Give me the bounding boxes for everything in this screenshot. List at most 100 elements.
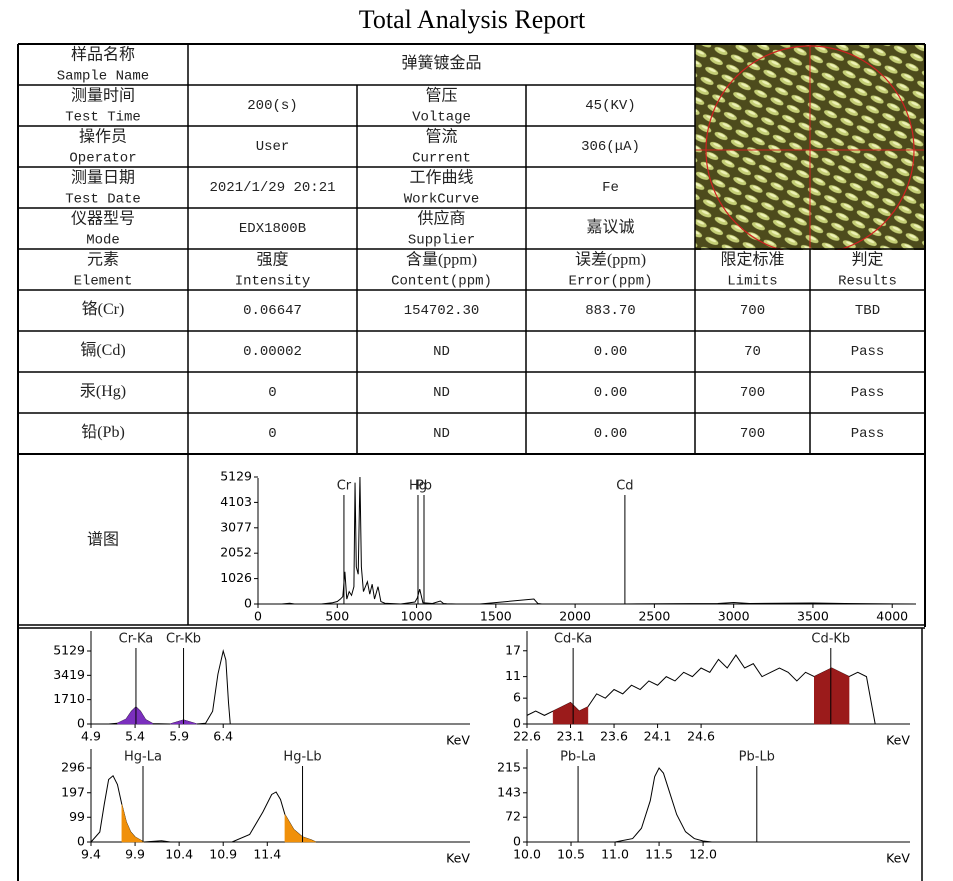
x-tick-label: 9.4 bbox=[81, 847, 101, 862]
x-tick-label: 12.0 bbox=[689, 847, 717, 862]
y-tick-label: 215 bbox=[497, 760, 521, 775]
peak-area bbox=[814, 667, 850, 725]
y-tick-label: 17 bbox=[505, 642, 521, 657]
spectrum-label: 谱图 bbox=[87, 531, 119, 549]
info-label-zh: 管流 bbox=[425, 128, 457, 146]
x-tick-label: 24.1 bbox=[644, 729, 672, 744]
results-header-en: Intensity bbox=[235, 274, 311, 290]
peak-label: Hg-La bbox=[124, 750, 162, 765]
info-label-en: WorkCurve bbox=[404, 192, 480, 208]
y-tick-label: 5129 bbox=[53, 643, 85, 658]
info-value: 200(s) bbox=[247, 98, 297, 114]
info-value: User bbox=[256, 139, 290, 155]
x-tick-label: 11.5 bbox=[645, 847, 673, 862]
x-tick-label: 5.4 bbox=[125, 729, 145, 744]
results-cell: 154702.30 bbox=[404, 303, 480, 319]
peak-label: Cr-Ka bbox=[119, 632, 154, 647]
results-cell: TBD bbox=[855, 303, 880, 319]
peak-label: Cd-Kb bbox=[811, 632, 850, 647]
info-value: 弹簧镀金品 bbox=[401, 53, 481, 72]
x-tick-label: 23.6 bbox=[600, 729, 628, 744]
results-header-en: Results bbox=[838, 274, 897, 290]
x-tick-label: 10.0 bbox=[513, 847, 541, 862]
y-tick-label: 11 bbox=[505, 668, 521, 683]
info-label-zh: 工作曲线 bbox=[409, 169, 473, 187]
x-axis-label: KeV bbox=[886, 851, 910, 866]
y-tick-label: 5129 bbox=[220, 469, 252, 484]
y-tick-label: 3419 bbox=[53, 667, 85, 682]
results-header-en: Element bbox=[74, 274, 133, 290]
info-label-en: Voltage bbox=[412, 110, 471, 126]
x-tick-label: 10.5 bbox=[557, 847, 585, 862]
y-tick-label: 4103 bbox=[220, 494, 252, 509]
peak-label: Pb-Lb bbox=[739, 750, 775, 765]
results-header-zh: 含量(ppm) bbox=[406, 251, 477, 269]
x-tick-label: 6.4 bbox=[213, 729, 233, 744]
y-tick-label: 1026 bbox=[220, 570, 252, 585]
y-tick-label: 143 bbox=[497, 784, 521, 799]
info-label-en: Mode bbox=[86, 233, 120, 249]
x-tick-label: 23.1 bbox=[557, 729, 585, 744]
results-header-en: Error(ppm) bbox=[568, 274, 652, 290]
info-value: Fe bbox=[602, 180, 619, 196]
peak-label: Cd bbox=[616, 479, 633, 494]
results-cell: Pass bbox=[851, 344, 885, 360]
x-tick-label: 4000 bbox=[876, 609, 908, 624]
info-value: 2021/1/29 20:21 bbox=[209, 180, 335, 196]
x-tick-label: 1500 bbox=[480, 609, 512, 624]
info-label-en: Test Date bbox=[65, 192, 141, 208]
results-cell: 883.70 bbox=[585, 303, 635, 319]
x-tick-label: 5.9 bbox=[169, 729, 189, 744]
y-tick-label: 3077 bbox=[220, 519, 252, 534]
results-cell: 铅(Pb) bbox=[81, 423, 125, 441]
info-value: 306(μA) bbox=[581, 139, 640, 155]
x-tick-label: 0 bbox=[254, 609, 262, 624]
peak-label: Cr-Kb bbox=[166, 632, 201, 647]
results-cell: 700 bbox=[740, 385, 765, 401]
info-label-en: Operator bbox=[69, 151, 136, 167]
y-tick-label: 0 bbox=[244, 596, 252, 611]
results-cell: 汞(Hg) bbox=[80, 383, 126, 400]
spectrum-line bbox=[527, 767, 792, 843]
results-cell: Pass bbox=[851, 426, 885, 442]
results-cell: Pass bbox=[851, 385, 885, 401]
results-cell: 0.00002 bbox=[243, 344, 302, 360]
info-label-en: Test Time bbox=[65, 110, 141, 126]
x-tick-label: 22.6 bbox=[513, 729, 541, 744]
peak-label: Pb-La bbox=[560, 750, 596, 765]
info-label-zh: 供应商 bbox=[417, 209, 465, 228]
results-cell: 0.00 bbox=[594, 426, 628, 442]
results-cell: ND bbox=[433, 426, 450, 442]
y-tick-label: 0 bbox=[77, 716, 85, 731]
results-cell: 0.00 bbox=[594, 344, 628, 360]
x-axis-label: KeV bbox=[446, 851, 470, 866]
results-cell: 0.06647 bbox=[243, 303, 302, 319]
y-tick-label: 296 bbox=[61, 760, 85, 775]
peak-label: Hg-Lb bbox=[283, 750, 321, 765]
info-value: 嘉议诚 bbox=[586, 218, 634, 236]
peak-label: Cd-Ka bbox=[554, 632, 592, 647]
results-header-zh: 限定标准 bbox=[720, 251, 784, 269]
y-tick-label: 0 bbox=[513, 834, 521, 849]
y-tick-label: 0 bbox=[77, 834, 85, 849]
info-value: EDX1800B bbox=[239, 221, 306, 237]
x-tick-label: 3500 bbox=[797, 609, 829, 624]
x-tick-label: 4.9 bbox=[81, 729, 101, 744]
x-tick-label: 500 bbox=[325, 609, 349, 624]
results-cell: 70 bbox=[744, 344, 761, 360]
x-axis-label: KeV bbox=[446, 733, 470, 748]
info-label-en: Current bbox=[412, 151, 471, 167]
info-label-zh: 样品名称 bbox=[71, 46, 135, 64]
y-tick-label: 2052 bbox=[220, 545, 252, 560]
results-cell: ND bbox=[433, 385, 450, 401]
sample-photo bbox=[695, 44, 925, 250]
x-tick-label: 2500 bbox=[638, 609, 670, 624]
x-tick-label: 1000 bbox=[401, 609, 433, 624]
results-cell: 0 bbox=[268, 385, 276, 401]
x-tick-label: 11.0 bbox=[601, 847, 629, 862]
results-cell: 镉(Cd) bbox=[80, 341, 125, 359]
spectrum-line bbox=[91, 649, 231, 725]
x-tick-label: 10.9 bbox=[209, 847, 237, 862]
peak-label: Cr bbox=[337, 479, 352, 494]
results-header-zh: 误差(ppm) bbox=[575, 251, 646, 269]
